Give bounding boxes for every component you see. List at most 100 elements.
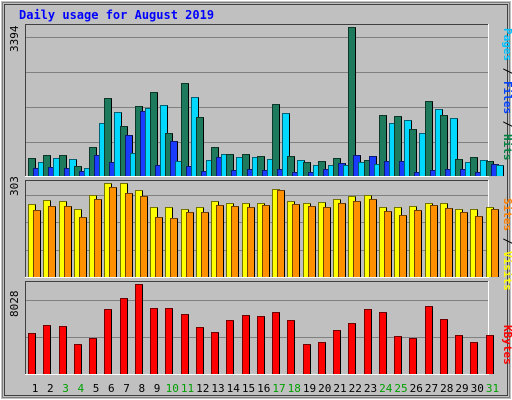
bar-fill bbox=[94, 199, 102, 277]
bar-fill bbox=[196, 327, 204, 374]
bar-edge-light bbox=[196, 117, 204, 176]
bar-kbytes-day-28 bbox=[440, 319, 448, 374]
bar-edge-light bbox=[181, 314, 189, 374]
bar-fill bbox=[460, 212, 468, 277]
bar-fill bbox=[43, 325, 51, 374]
bar-edge-light bbox=[318, 202, 326, 277]
bar-fill bbox=[470, 157, 478, 176]
bar-fill bbox=[186, 166, 194, 176]
bar-kbytes-day-9 bbox=[150, 308, 158, 374]
day-label-21: 21 bbox=[333, 382, 346, 395]
bar-fill bbox=[104, 309, 112, 374]
bar-edge-light bbox=[196, 207, 204, 277]
bar-fill bbox=[455, 209, 463, 277]
bar-fill bbox=[455, 335, 463, 374]
bar-fill bbox=[425, 306, 433, 374]
bar-kbytes-day-4 bbox=[74, 344, 82, 374]
bar-fill bbox=[257, 316, 265, 374]
bar-edge-light bbox=[226, 203, 234, 277]
bar-fill bbox=[348, 27, 356, 176]
bar-edge-light bbox=[379, 207, 387, 277]
bar-edge-light bbox=[69, 159, 77, 176]
bar-edge-light bbox=[303, 344, 311, 374]
bar-fill bbox=[313, 165, 321, 176]
bar-fill bbox=[104, 183, 112, 277]
bar-kbytes-day-11 bbox=[181, 314, 189, 374]
bar-fill bbox=[353, 155, 361, 176]
bar-edge-light bbox=[242, 203, 250, 277]
bar-fill bbox=[242, 315, 250, 374]
bar-fill bbox=[262, 205, 270, 277]
bar-fill bbox=[211, 147, 219, 176]
legend-part: Visits bbox=[501, 251, 512, 291]
bar-fill bbox=[59, 326, 67, 374]
bar-edge-light bbox=[43, 155, 51, 176]
bar-sites-day-5 bbox=[94, 199, 102, 277]
bar-fill bbox=[445, 208, 453, 277]
bar-edge-light bbox=[333, 199, 341, 277]
bar-fill bbox=[89, 195, 97, 277]
bar-edge-light bbox=[470, 342, 478, 374]
bar-edge-light bbox=[292, 204, 300, 277]
bar-fill bbox=[318, 342, 326, 374]
bar-edge-light bbox=[59, 326, 67, 374]
bar-fill bbox=[28, 333, 36, 374]
day-label-2: 2 bbox=[47, 382, 54, 395]
bar-kbytes-day-16 bbox=[257, 316, 265, 374]
bar-edge-light bbox=[287, 156, 295, 176]
bar-fill bbox=[43, 155, 51, 176]
bar-fill bbox=[89, 147, 97, 176]
bar-kbytes-day-6 bbox=[104, 309, 112, 374]
bar-edge-light bbox=[170, 218, 178, 277]
bar-edge-light bbox=[470, 157, 478, 176]
bar-fill bbox=[440, 203, 448, 277]
legend-kbytes: KBytes bbox=[501, 325, 512, 365]
bar-fill bbox=[226, 320, 234, 374]
bar-edge-light bbox=[450, 118, 458, 176]
bar-hits-day-9 bbox=[150, 92, 158, 176]
bar-edge-light bbox=[242, 315, 250, 374]
bar-edge-light bbox=[59, 201, 67, 277]
bar-edge-light bbox=[28, 158, 36, 176]
chart-title: Daily usage for August 2019 bbox=[19, 8, 214, 22]
bar-fill bbox=[64, 206, 72, 277]
bar-fill bbox=[211, 332, 219, 374]
bar-fill bbox=[409, 206, 417, 277]
bar-fill bbox=[191, 97, 199, 176]
bar-sites-day-6 bbox=[109, 187, 117, 277]
bar-fill bbox=[364, 195, 372, 277]
bar-kbytes-day-12 bbox=[196, 327, 204, 374]
bar-edge-light bbox=[170, 141, 178, 176]
bar-edge-light bbox=[242, 154, 250, 176]
bar-edge-light bbox=[160, 105, 168, 176]
day-label-5: 5 bbox=[93, 382, 100, 395]
bar-sites-day-17 bbox=[277, 190, 285, 277]
bar-sites-day-1 bbox=[33, 210, 41, 277]
bar-fill bbox=[486, 335, 494, 374]
bar-fill bbox=[247, 207, 255, 277]
bar-hits-day-12 bbox=[196, 117, 204, 176]
bar-sites-day-27 bbox=[430, 205, 438, 277]
bar-fill bbox=[399, 161, 407, 176]
bar-fill bbox=[435, 109, 443, 176]
bar-edge-light bbox=[486, 161, 494, 176]
bar-fill bbox=[170, 218, 178, 277]
bar-edge-light bbox=[419, 133, 427, 176]
bar-edge-light bbox=[409, 338, 417, 374]
bar-fill bbox=[491, 209, 499, 277]
day-label-13: 13 bbox=[211, 382, 224, 395]
bar-fill bbox=[480, 160, 488, 176]
bar-fill bbox=[272, 312, 280, 374]
bar-edge-light bbox=[74, 166, 82, 176]
bar-fill bbox=[333, 330, 341, 374]
bar-edge-light bbox=[364, 309, 372, 374]
day-label-10: 10 bbox=[166, 382, 179, 395]
bar-edge-light bbox=[196, 327, 204, 374]
kbytes-panel bbox=[25, 281, 494, 375]
bar-edge-light bbox=[297, 160, 305, 176]
bar-edge-light bbox=[140, 196, 148, 277]
bar-sites-day-13 bbox=[216, 205, 224, 277]
bar-fill bbox=[338, 163, 346, 176]
max-label-kbytes: 8028 bbox=[8, 291, 21, 318]
